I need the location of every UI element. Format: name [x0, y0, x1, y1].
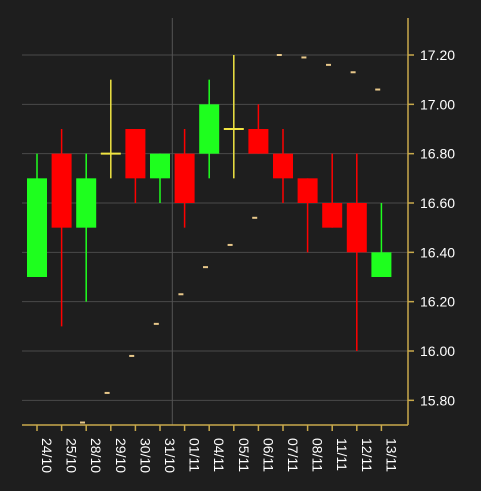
- candle-body: [199, 104, 220, 154]
- indicator-dot: [80, 421, 86, 424]
- y-tick-label: 16.80: [420, 146, 455, 162]
- indicator-dot: [203, 266, 209, 269]
- y-tick-label: 16.00: [420, 343, 455, 359]
- axes: 15.80 16.00 16.20 16.40 16.60 16.80 17.00 17.20…: [22, 18, 455, 473]
- indicator-dot: [375, 88, 381, 91]
- x-tick-label: 29/10: [113, 438, 129, 473]
- indicator-dot: [178, 293, 184, 296]
- indicator-dot: [301, 56, 307, 59]
- candle-body: [76, 178, 97, 228]
- x-tick-label: 13/11: [383, 438, 399, 472]
- candle-body: [27, 178, 47, 277]
- x-tick-label: 07/11: [285, 438, 301, 472]
- indicator-dot: [227, 243, 233, 246]
- x-tick-label: 30/10: [137, 438, 153, 473]
- x-tick-label: 08/11: [310, 438, 326, 472]
- x-tick-label: 01/11: [187, 438, 203, 472]
- x-tick-label: 28/10: [88, 438, 104, 473]
- candle-body: [297, 178, 318, 203]
- indicator-dot: [276, 54, 282, 56]
- indicator-dot: [326, 63, 332, 66]
- x-tick-label: 24/10: [39, 438, 55, 473]
- y-tick-label: 15.80: [420, 392, 455, 408]
- y-tick-label: 17.20: [420, 47, 455, 63]
- candle-body: [51, 153, 72, 228]
- indicator-dots: [80, 54, 381, 424]
- y-tick-label: 16.40: [420, 244, 455, 260]
- x-tick-label: 12/11: [359, 438, 375, 472]
- candle-body: [150, 153, 170, 179]
- y-tick-label: 16.60: [420, 195, 455, 211]
- candle-body: [248, 129, 269, 154]
- candle-body: [125, 129, 146, 179]
- indicator-dot: [350, 71, 356, 74]
- candle-body: [174, 153, 195, 203]
- x-tick-label: 06/11: [260, 438, 276, 472]
- candles: [27, 55, 392, 351]
- y-tick-label: 17.00: [420, 96, 455, 112]
- candle-body: [371, 252, 392, 277]
- x-tick-label: 11/11: [334, 438, 350, 471]
- x-tick-label: 04/11: [211, 438, 227, 472]
- candle-body: [273, 153, 293, 179]
- indicator-dot: [153, 322, 159, 325]
- indicator-dot: [104, 391, 110, 394]
- x-tick-label: 05/11: [236, 438, 252, 472]
- indicator-dot: [252, 216, 258, 219]
- x-tick-label: 25/10: [64, 438, 80, 473]
- indicator-dot: [129, 354, 135, 357]
- x-tick-label: 31/10: [162, 438, 178, 473]
- candle-body: [322, 203, 343, 228]
- candle-body: [346, 203, 367, 253]
- y-tick-label: 16.20: [420, 294, 455, 310]
